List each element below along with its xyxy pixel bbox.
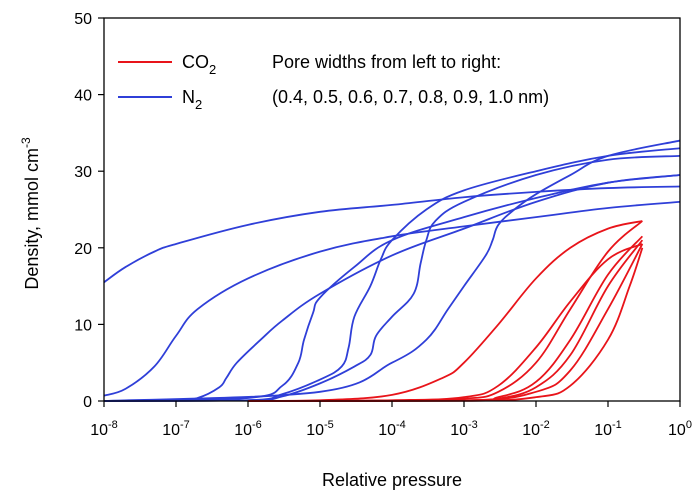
x-axis-label: Relative pressure [322,470,462,490]
x-tick-label-7: 10-1 [594,419,622,439]
x-tick-label-base: 10 [450,422,468,439]
legend-label-n2: N2 [182,87,202,112]
legend-label-co2: CO2 [182,52,216,77]
y-tick-label-4: 40 [74,88,92,105]
series-n2-curve-3 [103,174,681,402]
series-co2-curve-7 [247,247,644,402]
y-axis-label: Density, mmol cm-3 [19,137,42,290]
x-tick-label-base: 10 [234,422,252,439]
x-tick-label-6: 10-2 [522,419,550,439]
x-tick-label-base: 10 [306,422,324,439]
series-n2-curve-5 [103,147,681,402]
x-tick-label-base: 10 [668,422,686,439]
x-tick-label-exponent: -3 [468,419,478,431]
annotation-line-1: Pore widths from left to right: [272,52,501,72]
x-tick-label-4: 10-4 [378,419,406,439]
x-tick-label-base: 10 [162,422,180,439]
y-tick-label-5: 50 [74,11,92,28]
series-co2-curve-1 [247,220,643,402]
series-n2-curve-4 [103,174,681,402]
y-axis-label-superscript: -3 [19,137,33,148]
x-tick-label-1: 10-7 [162,419,190,439]
x-tick-label-5: 10-3 [450,419,478,439]
annotation-line-2: (0.4, 0.5, 0.6, 0.7, 0.8, 0.9, 1.0 nm) [272,87,549,107]
legend-label-co2-subscript: 2 [209,62,216,77]
x-tick-label-exponent: -8 [108,419,118,431]
x-tick-label-3: 10-5 [306,419,334,439]
y-tick-label-0: 0 [83,394,92,411]
series-n2-curve-6 [103,154,681,402]
x-tick-label-exponent: -6 [252,419,262,431]
y-tick-label-2: 20 [74,241,92,258]
x-tick-label-exponent: -1 [612,419,622,431]
legend: CO2 N2 [118,52,216,112]
series-n2-curve-1 [103,185,681,284]
x-tick-label-8: 100 [668,419,692,439]
x-tick-label-exponent: -4 [396,419,406,431]
series-n2-curve-2 [103,200,681,397]
legend-label-n2-main: N [182,87,195,107]
ticks-layer: 10-8 10-7 10-6 10-5 10-4 10-3 10-2 10-1 10001020… [74,11,692,439]
x-tick-label-base: 10 [594,422,612,439]
x-tick-label-base: 10 [522,422,540,439]
x-tick-label-exponent: -5 [324,419,334,431]
legend-label-n2-subscript: 2 [195,97,202,112]
x-tick-label-base: 10 [90,422,108,439]
y-axis-label-main: Density, mmol cm [22,148,42,290]
x-tick-label-2: 10-6 [234,419,262,439]
curves-layer [103,139,681,402]
x-tick-label-0: 10-8 [90,419,118,439]
series-n2-curve-7 [103,139,681,402]
y-tick-label-1: 10 [74,317,92,334]
x-tick-label-exponent: 0 [686,419,692,431]
y-tick-label-3: 30 [74,164,92,181]
x-tick-label-exponent: -2 [540,419,550,431]
x-tick-label-exponent: -7 [180,419,190,431]
x-tick-label-base: 10 [378,422,396,439]
legend-label-co2-main: CO [182,52,209,72]
